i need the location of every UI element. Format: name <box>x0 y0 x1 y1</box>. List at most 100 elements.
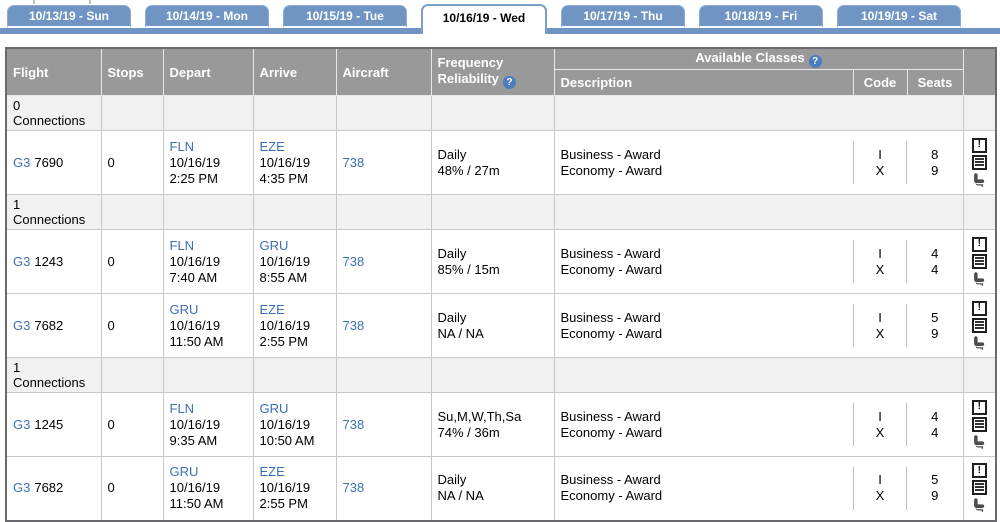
flight-number: 7682 <box>34 480 64 496</box>
flight-number: 1245 <box>34 416 64 432</box>
frequency-cell: Daily NA / NA <box>430 293 555 358</box>
frequency-days: Daily <box>437 245 467 261</box>
empty-cell <box>252 357 337 393</box>
seat-map-icon[interactable] <box>971 335 987 351</box>
aircraft-link[interactable]: 738 <box>342 317 365 333</box>
depart-airport-link[interactable]: FLN <box>169 400 195 416</box>
depart-airport-link[interactable]: GRU <box>169 464 199 480</box>
depart-airport-link[interactable]: FLN <box>169 237 195 253</box>
aircraft-link[interactable]: 738 <box>342 416 365 432</box>
seat-count: 8 <box>931 146 939 162</box>
flight-details-icon[interactable] <box>971 416 987 432</box>
aircraft-cell: 738 <box>335 456 432 521</box>
col-header-description: Description <box>553 69 854 96</box>
tab-date-4-selected[interactable]: 10/16/19 - Wed <box>421 4 547 34</box>
help-icon[interactable]: ? <box>502 76 516 89</box>
flight-number: 7682 <box>34 317 64 333</box>
arrive-airport-link[interactable]: GRU <box>259 237 289 253</box>
tab-date-1[interactable]: 10/13/19 - Sun <box>7 5 131 28</box>
class-codes-cell: I X <box>853 130 907 195</box>
airline-link[interactable]: G3 <box>13 480 31 496</box>
document-lines <box>974 419 984 429</box>
class-codes-cell: I X <box>853 293 907 358</box>
flight-details-icon[interactable] <box>971 154 987 170</box>
empty-cell <box>162 194 254 230</box>
class-seats-cell: 5 9 <box>907 456 964 521</box>
alert-icon[interactable]: ! <box>971 300 987 316</box>
arrive-airport-link[interactable]: GRU <box>259 400 289 416</box>
seat-count: 4 <box>931 245 939 261</box>
help-icon[interactable]: ? <box>808 55 822 68</box>
empty-cell <box>100 357 164 393</box>
arrive-date: 10/16/19 <box>259 154 311 170</box>
airline-link[interactable]: G3 <box>13 317 31 333</box>
depart-date: 10/16/19 <box>169 317 221 333</box>
arrive-airport-link[interactable]: EZE <box>259 301 285 317</box>
alert-icon[interactable]: ! <box>971 236 987 252</box>
row-actions-cell: ! <box>962 293 997 358</box>
aircraft-link[interactable]: 738 <box>342 154 365 170</box>
aircraft-cell: 738 <box>335 229 432 294</box>
class-description: Economy - Award <box>560 325 663 341</box>
empty-cell <box>162 95 254 131</box>
empty-cell <box>100 194 164 230</box>
frequency-days: Su,M,W,Th,Sa <box>437 408 522 424</box>
tab-date-7[interactable]: 10/19/19 - Sat <box>837 5 961 28</box>
arrive-time: 10:50 AM <box>259 432 315 448</box>
arrive-airport-link[interactable]: EZE <box>259 138 285 154</box>
class-descriptions-cell: Business - Award Economy - Award <box>553 456 853 521</box>
flight-number: 7690 <box>34 154 64 170</box>
tab-date-2[interactable]: 10/14/19 - Mon <box>145 5 269 28</box>
frequency-cell: Daily 85% / 15m <box>430 229 555 294</box>
seat-map-icon[interactable] <box>971 497 987 513</box>
empty-cell <box>335 194 432 230</box>
depart-airport-link[interactable]: FLN <box>169 138 195 154</box>
previous-tab-row-remnant <box>33 0 91 4</box>
flight-cell: G3 1243 <box>5 229 102 294</box>
depart-airport-link[interactable]: GRU <box>169 301 199 317</box>
aircraft-link[interactable]: 738 <box>342 480 365 496</box>
reliability-stats: NA / NA <box>437 325 484 341</box>
col-header-arrive: Arrive <box>252 47 337 96</box>
connections-label: 1 Connections <box>5 194 102 230</box>
empty-cell <box>430 95 555 131</box>
flight-cell: G3 1245 <box>5 392 102 457</box>
flight-row: G3 7682 0 GRU 10/16/19 11:50 AM EZE 10/16… <box>5 293 997 358</box>
arrive-airport-link[interactable]: EZE <box>259 464 285 480</box>
tab-date-6[interactable]: 10/18/19 - Fri <box>699 5 823 28</box>
seat-map-icon[interactable] <box>971 434 987 450</box>
flight-details-icon[interactable] <box>971 253 987 269</box>
depart-date: 10/16/19 <box>169 154 221 170</box>
flight-details-icon[interactable] <box>971 317 987 333</box>
airline-link[interactable]: G3 <box>13 154 31 170</box>
tab-date-5[interactable]: 10/17/19 - Thu <box>561 5 685 28</box>
alert-icon[interactable]: ! <box>971 463 987 479</box>
empty-cell <box>335 95 432 131</box>
flight-row: G3 7690 0 FLN 10/16/19 2:25 PM EZE 10/16/… <box>5 130 997 195</box>
flight-details-icon[interactable] <box>971 480 987 496</box>
alert-icon[interactable]: ! <box>971 399 987 415</box>
depart-time: 9:35 AM <box>169 432 218 448</box>
arrive-cell: EZE 10/16/19 2:55 PM <box>252 456 337 521</box>
flight-cell: G3 7682 <box>5 293 102 358</box>
seat-count: 9 <box>931 162 939 178</box>
seat-map-icon[interactable] <box>971 271 987 287</box>
seat-count: 5 <box>931 472 939 488</box>
depart-time: 7:40 AM <box>169 269 218 285</box>
tab-date-3[interactable]: 10/15/19 - Tue <box>283 5 407 28</box>
frequency-cell: Daily NA / NA <box>430 456 555 521</box>
airline-link[interactable]: G3 <box>13 416 31 432</box>
class-descriptions-cell: Business - Award Economy - Award <box>553 130 853 195</box>
airline-link[interactable]: G3 <box>13 253 31 269</box>
aircraft-link[interactable]: 738 <box>342 253 365 269</box>
class-code: I <box>878 245 882 261</box>
row-actions-cell: ! <box>962 392 997 457</box>
empty-cell <box>252 194 337 230</box>
frequency-header-line2: Reliability <box>437 71 499 86</box>
seat-map-icon[interactable] <box>971 172 987 188</box>
class-description: Business - Award <box>560 245 661 261</box>
depart-cell: FLN 10/16/19 9:35 AM <box>162 392 254 457</box>
alert-icon[interactable]: ! <box>971 137 987 153</box>
empty-cell <box>162 357 254 393</box>
empty-cell <box>430 194 555 230</box>
